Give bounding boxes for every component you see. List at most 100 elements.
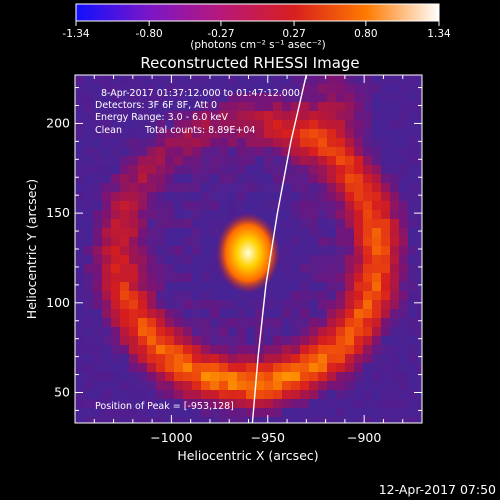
heatmap-cell [300,255,310,265]
heatmap-cell [102,192,112,202]
heatmap-cell [183,93,193,103]
heatmap-cell [129,237,139,247]
heatmap-cell [93,318,103,328]
heatmap-cell [93,129,103,139]
heatmap-cell [408,192,418,202]
heatmap-cell [354,120,364,130]
heatmap-cell [84,363,94,373]
x-tick-label: −900 [347,430,381,445]
heatmap-cell [336,291,346,301]
heatmap-cell [336,192,346,202]
heatmap-cell [291,93,301,103]
heatmap-cell [102,165,112,175]
heatmap-cell [192,372,202,382]
heatmap-cell [291,129,301,139]
heatmap-cell [291,75,301,85]
heatmap-cell [354,93,364,103]
heatmap-cell [291,408,301,418]
heatmap-cell [345,201,355,211]
heatmap-cell [399,192,409,202]
heatmap-cell [156,111,166,121]
heatmap-cell [372,93,382,103]
heatmap-cell [138,210,148,220]
heatmap-cell [102,156,112,166]
heatmap-cell [345,147,355,157]
heatmap-cell [111,372,121,382]
heatmap-cell [318,237,328,247]
heatmap-cell [192,417,202,423]
heatmap-cell [417,120,422,130]
heatmap-cell [408,363,418,373]
heatmap-cell [264,138,274,148]
heatmap-cell [408,309,418,319]
heatmap-cell [75,336,85,346]
heatmap-cell [120,255,130,265]
heatmap-cell [228,318,238,328]
heatmap-cell [309,381,319,391]
heatmap-cell [300,318,310,328]
heatmap-cell [156,381,166,391]
heatmap-cell [183,300,193,310]
heatmap-cell [246,408,256,418]
heatmap-cell [408,354,418,364]
heatmap-cell [372,156,382,166]
heatmap-cell [183,417,193,423]
heatmap-cell [183,201,193,211]
heatmap-cell [84,75,94,85]
heatmap-cell [300,174,310,184]
heatmap-cell [156,282,166,292]
heatmap-cell [300,300,310,310]
heatmap-cell [291,381,301,391]
chart-title: Reconstructed RHESSI Image [140,54,359,72]
heatmap-cell [183,273,193,283]
heatmap-cell [381,111,391,121]
heatmap-cell [129,336,139,346]
heatmap-cell [354,192,364,202]
heatmap-cell [399,345,409,355]
heatmap-cell [228,183,238,193]
heatmap-cell [84,174,94,184]
heatmap-cell [156,417,166,423]
heatmap-cell [138,327,148,337]
heatmap-cell [201,129,211,139]
heatmap-cell [93,408,103,418]
heatmap-cell [372,300,382,310]
heatmap-cell [264,192,274,202]
heatmap-cell [300,246,310,256]
heatmap-cell [246,75,256,85]
heatmap-cell [390,147,400,157]
heatmap-cell [138,129,148,139]
heatmap-cell [327,183,337,193]
heatmap-cell [309,264,319,274]
heatmap-cell [381,390,391,400]
heatmap-cell [237,291,247,301]
heatmap-cell [147,264,157,274]
heatmap-image [75,75,422,423]
heatmap-cell [381,282,391,292]
heatmap-cell [318,264,328,274]
heatmap-cell [93,255,103,265]
heatmap-cell [273,273,283,283]
heatmap-cell [390,291,400,301]
heatmap-cell [75,120,85,130]
heatmap-cell [327,399,337,409]
heatmap-cell [408,318,418,328]
heatmap-cell [75,219,85,229]
heatmap-cell [264,291,274,301]
heatmap-cell [75,201,85,211]
heatmap-cell [201,138,211,148]
heatmap-cell [102,300,112,310]
heatmap-cell [156,273,166,283]
heatmap-cell [111,192,121,202]
heatmap-cell [147,309,157,319]
heatmap-cell [390,228,400,238]
heatmap-cell [201,408,211,418]
heatmap-cell [84,120,94,130]
heatmap-cell [309,336,319,346]
colorbar-tick-label: 0.27 [282,28,305,40]
heatmap-cell [264,336,274,346]
y-axis-label: Heliocentric Y (arcsec) [24,179,39,319]
heatmap-cell [165,156,175,166]
heatmap-cell [219,120,229,130]
heatmap-cell [210,246,220,256]
